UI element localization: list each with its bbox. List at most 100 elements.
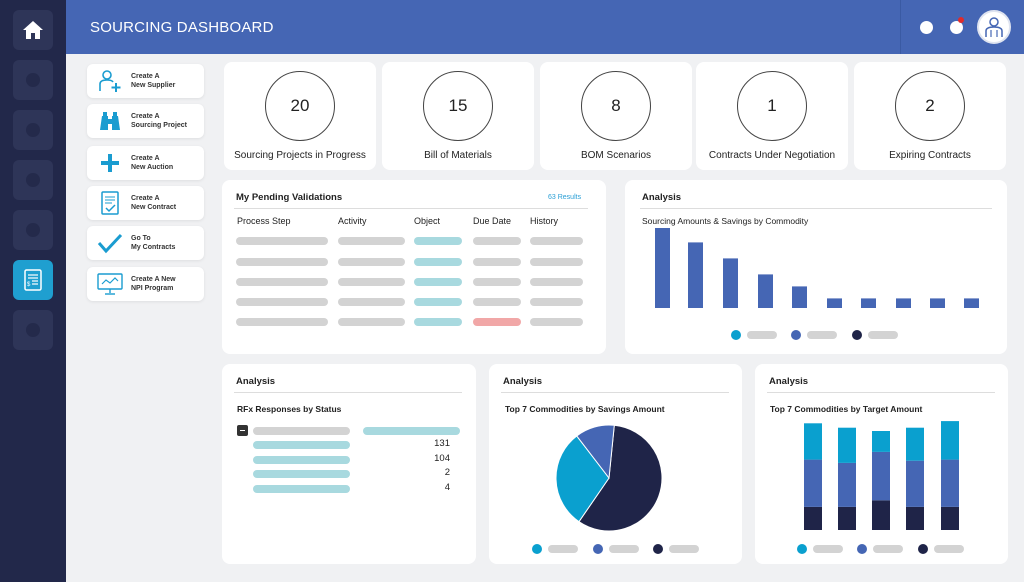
stacked-bar-segment — [941, 459, 959, 507]
bar — [688, 242, 703, 308]
kpi-card-bom-scenarios[interactable]: 8 BOM Scenarios — [540, 62, 692, 170]
rfx-count: 104 — [434, 453, 450, 464]
table-cell-placeholder — [530, 298, 583, 306]
stacked-bar-segment — [838, 462, 856, 507]
column-header[interactable]: Object — [414, 216, 441, 226]
monitor-program-icon — [97, 272, 123, 296]
create-auction-button[interactable]: Create A New Auction — [87, 146, 204, 180]
stacked-bar-segment — [838, 427, 856, 463]
rfx-responses-panel — [222, 364, 476, 564]
table-cell-placeholder — [236, 237, 328, 245]
svg-text:$: $ — [27, 282, 31, 288]
table-cell-placeholder — [236, 278, 328, 286]
legend-placeholder — [868, 331, 898, 339]
table-cell-placeholder — [414, 298, 462, 306]
stacked-bar-segment — [838, 506, 856, 530]
checkmark-icon — [97, 231, 123, 255]
column-header[interactable]: Process Step — [237, 216, 291, 226]
kpi-card-bill-of-materials[interactable]: 15 Bill of Materials — [382, 62, 534, 170]
table-cell-placeholder — [473, 278, 521, 286]
table-cell-placeholder — [338, 258, 405, 266]
kpi-label: Bill of Materials — [424, 150, 492, 161]
table-cell-placeholder — [473, 237, 521, 245]
pie-slice — [578, 424, 663, 532]
divider — [640, 208, 992, 209]
create-npi-program-button[interactable]: Create A New NPI Program — [87, 267, 204, 301]
create-sourcing-project-button[interactable]: Create A Sourcing Project — [87, 104, 204, 138]
chart-subtitle: Sourcing Amounts & Savings by Commodity — [642, 216, 809, 226]
rfx-count: 131 — [434, 438, 450, 449]
placeholder-icon — [26, 223, 40, 237]
bell-icon[interactable] — [950, 21, 963, 34]
stacked-bar-segment — [872, 500, 890, 530]
table-cell-placeholder — [530, 318, 583, 326]
go-to-contracts-button[interactable]: Go To My Contracts — [87, 226, 204, 260]
tree-row-placeholder — [253, 470, 350, 478]
bar — [827, 298, 842, 308]
quick-action-label: Create A New Supplier — [131, 73, 176, 89]
create-contract-button[interactable]: Create A New Contract — [87, 186, 204, 220]
quick-action-label: Create A New Contract — [131, 195, 177, 211]
quick-action-label: Create A Sourcing Project — [131, 113, 188, 129]
legend-placeholder — [609, 545, 639, 553]
home-icon — [23, 21, 43, 39]
sidebar-home[interactable] — [13, 10, 53, 50]
kpi-value: 8 — [581, 71, 651, 141]
pie-slice — [555, 435, 610, 523]
results-link[interactable]: 63 Results — [548, 194, 582, 201]
column-header[interactable]: Activity — [338, 216, 367, 226]
plus-icon — [97, 151, 123, 175]
bar — [723, 258, 738, 308]
kpi-card-expiring-contracts[interactable]: 2 Expiring Contracts — [854, 62, 1006, 170]
kpi-card-sourcing-projects[interactable]: 20 Sourcing Projects in Progress — [224, 62, 376, 170]
legend-placeholder — [873, 545, 903, 553]
legend-marker — [593, 544, 603, 554]
sidebar-item-3[interactable] — [13, 110, 53, 150]
sidebar-item-contracts[interactable]: $ — [13, 260, 53, 300]
placeholder-icon — [26, 123, 40, 137]
legend-marker — [532, 544, 542, 554]
divider — [900, 0, 901, 54]
tree-row-placeholder — [253, 441, 350, 449]
legend-placeholder — [747, 331, 777, 339]
quick-action-label: Create A New NPI Program — [131, 276, 176, 292]
sidebar-item-5[interactable] — [13, 210, 53, 250]
panel-title: Analysis — [769, 376, 809, 387]
kpi-label: Sourcing Projects in Progress — [234, 150, 366, 161]
sidebar-item-7[interactable] — [13, 310, 53, 350]
table-cell-placeholder — [338, 298, 405, 306]
bar — [758, 274, 773, 308]
table-cell-placeholder — [236, 298, 328, 306]
commodity-bar-chart — [655, 228, 979, 308]
sidebar-item-2[interactable] — [13, 60, 53, 100]
kpi-label: BOM Scenarios — [580, 150, 652, 161]
chart-subtitle: Top 7 Commodities by Target Amount — [770, 404, 923, 414]
divider — [234, 392, 462, 393]
stacked-bar-segment — [872, 451, 890, 501]
stacked-bar-segment — [941, 506, 959, 530]
divider — [234, 208, 588, 209]
bar — [792, 286, 807, 308]
column-header[interactable]: History — [530, 216, 559, 226]
bar — [930, 298, 945, 308]
pending-validations-panel — [222, 180, 606, 354]
kpi-label: Contracts Under Negotiation — [708, 150, 836, 161]
bar — [896, 298, 911, 308]
table-cell-placeholder — [414, 318, 462, 326]
create-supplier-button[interactable]: Create A New Supplier — [87, 64, 204, 98]
sidebar-item-4[interactable] — [13, 160, 53, 200]
legend-placeholder — [813, 545, 843, 553]
table-cell-placeholder — [236, 258, 328, 266]
column-header[interactable]: Due Date — [473, 216, 512, 226]
menu-dot-icon[interactable] — [920, 21, 933, 34]
legend-marker — [797, 544, 807, 554]
kpi-card-contracts-negotiation[interactable]: 1 Contracts Under Negotiation — [696, 62, 848, 170]
avatar[interactable] — [977, 10, 1011, 44]
placeholder-icon — [26, 173, 40, 187]
collapse-icon[interactable] — [237, 425, 248, 436]
legend-placeholder — [807, 331, 837, 339]
placeholder-icon — [26, 323, 40, 337]
legend-marker — [791, 330, 801, 340]
kpi-value: 1 — [737, 71, 807, 141]
page-title: SOURCING DASHBOARD — [90, 19, 274, 36]
